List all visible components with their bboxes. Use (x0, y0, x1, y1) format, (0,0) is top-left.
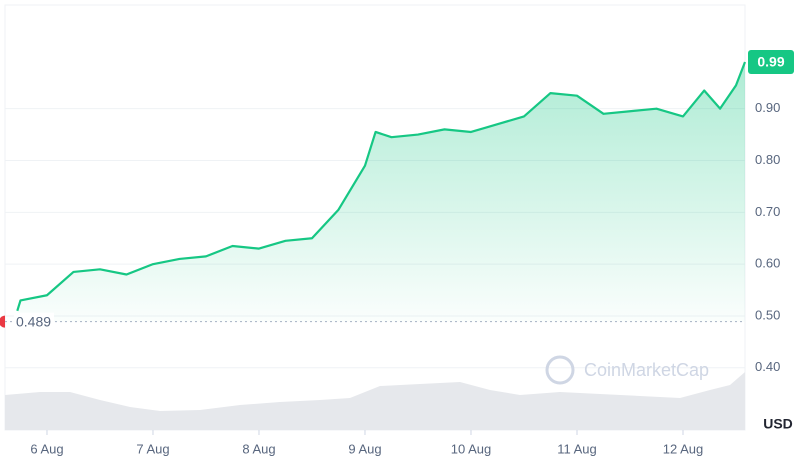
price-line (16, 61, 747, 312)
price-area (17, 62, 746, 322)
y-tick-label: 0.70 (755, 204, 780, 219)
x-tick-label: 7 Aug (136, 441, 169, 456)
x-tick-label: 6 Aug (30, 441, 63, 456)
y-tick-label: 0.40 (755, 359, 780, 374)
reference-label-bg (14, 312, 54, 331)
x-tick-label: 9 Aug (348, 441, 381, 456)
y-tick-label: 0.60 (755, 256, 780, 271)
x-tick-label: 8 Aug (242, 441, 275, 456)
y-tick-label: 0.50 (755, 307, 780, 322)
y-tick-label: 0.90 (755, 100, 780, 115)
x-tick-label: 10 Aug (451, 441, 492, 456)
reference-marker (0, 315, 5, 328)
last-price-badge (748, 50, 794, 75)
y-axis-label: USD (763, 416, 793, 432)
last-price-label: 0.99 (757, 54, 784, 70)
y-tick-label: 0.80 (755, 152, 780, 167)
x-tick-label: 12 Aug (663, 441, 704, 456)
watermark-logo (545, 355, 575, 385)
watermark-group: CoinMarketCap (545, 355, 709, 385)
reference-label: 0.489 (16, 313, 51, 329)
volume-area (5, 372, 745, 430)
watermark: CoinMarketCap (584, 360, 709, 380)
x-tick-label: 11 Aug (557, 441, 597, 456)
